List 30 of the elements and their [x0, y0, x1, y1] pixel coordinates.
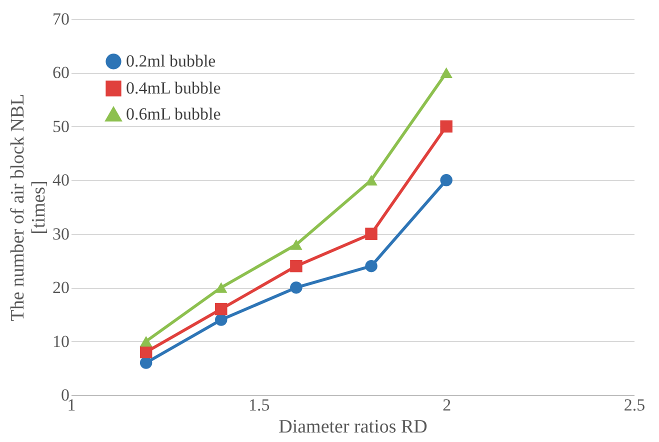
point — [290, 281, 302, 294]
x-tick-label: 2 — [442, 396, 452, 414]
x-tick-label: 1.5 — [248, 396, 270, 414]
point — [440, 67, 452, 78]
point — [140, 336, 152, 347]
legend-label: 0.6mL bubble — [126, 104, 221, 124]
y-tick-label: 20 — [52, 278, 70, 298]
point — [140, 356, 152, 369]
point — [290, 260, 302, 272]
y-tick-label: 60 — [52, 63, 70, 82]
point — [215, 282, 228, 293]
x-axis-title: Diameter ratios RD — [278, 416, 428, 438]
y-tick-label: 50 — [52, 116, 70, 136]
y-tick-label: 30 — [52, 224, 70, 244]
point — [365, 228, 378, 240]
x-tick-label: 2.5 — [624, 396, 646, 414]
y-tick-label: 10 — [52, 332, 70, 351]
y-axis-title: The number of air block NBL [times] — [8, 94, 50, 322]
point — [215, 314, 228, 326]
y-tick-label: 40 — [52, 170, 70, 190]
legend-label: 0.4mL bubble — [126, 78, 221, 98]
point — [290, 239, 302, 250]
point — [140, 346, 152, 358]
point — [215, 302, 228, 316]
point — [365, 260, 378, 272]
legend-label: 0.2ml bubble — [126, 52, 216, 70]
point — [440, 120, 452, 133]
y-tick-label: 0 — [61, 386, 70, 404]
y-tick-label: 70 — [52, 10, 70, 28]
point — [440, 174, 452, 186]
